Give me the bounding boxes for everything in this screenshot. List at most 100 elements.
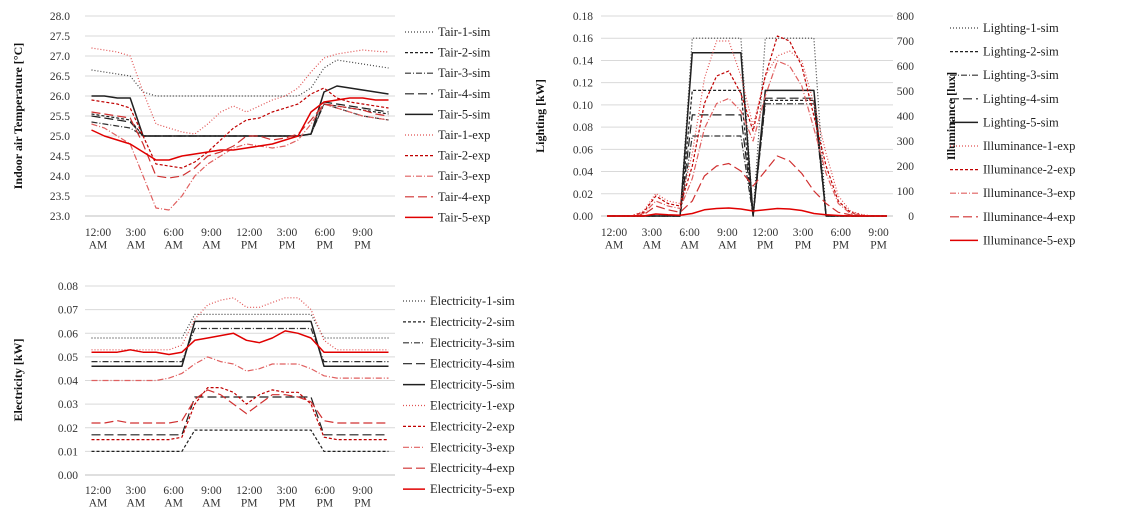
y-tick-label: 0.04 xyxy=(58,376,78,388)
legend-label: Lighting-3-sim xyxy=(983,68,1059,82)
x-tick-label: 3:00 PM xyxy=(793,227,814,252)
y-tick-label: 0.18 xyxy=(573,11,593,23)
y2-tick-label: 300 xyxy=(897,136,915,148)
y2-tick-label: 500 xyxy=(897,86,915,98)
y-tick-label: 0.04 xyxy=(573,167,593,179)
legend-label: Lighting-2-sim xyxy=(983,45,1059,59)
legend-label: Illuminance-3-exp xyxy=(983,186,1075,200)
series-line-tair-1-sim xyxy=(91,59,389,97)
x-tick-label: 6:00 PM xyxy=(315,227,336,252)
legend-label: Electricity-3-exp xyxy=(430,440,515,454)
series-line-electricity-5-exp xyxy=(91,330,389,356)
series-line-illuminance-1-exp xyxy=(607,40,887,217)
series-line-tair-5-sim xyxy=(91,85,389,137)
y2-tick-label: 200 xyxy=(897,161,915,173)
series-line-tair-3-exp xyxy=(91,103,389,211)
x-tick-label: 9:00 PM xyxy=(352,485,373,509)
legend-label: Illuminance-1-exp xyxy=(983,139,1075,153)
y-tick-label: 0.00 xyxy=(573,211,593,223)
x-tick-label: 12:00 PM xyxy=(236,227,262,252)
x-tick-label: 9:00 AM xyxy=(201,227,222,252)
y-tick-label: 23.5 xyxy=(50,191,70,203)
x-tick-label: 12:00 PM xyxy=(236,485,262,509)
legend-label: Electricity-5-exp xyxy=(430,482,515,496)
legend-label: Lighting-4-sim xyxy=(983,92,1059,106)
y2-axis-title: Illuminance [lux] xyxy=(944,72,958,160)
series-line-electricity-4-exp xyxy=(91,389,389,424)
y2-tick-label: 700 xyxy=(897,36,915,48)
series-line-lighting-2-sim xyxy=(607,89,887,217)
y-tick-label: 27.5 xyxy=(50,31,70,43)
y-tick-label: 0.01 xyxy=(58,446,78,458)
series-line-tair-4-exp xyxy=(91,103,389,179)
y-axis-title: Lighting [kW] xyxy=(533,79,547,153)
y-tick-label: 0.03 xyxy=(58,399,78,411)
series-line-lighting-4-sim xyxy=(607,97,887,217)
legend-label: Tair-5-sim xyxy=(438,107,491,121)
x-tick-label: 12:00 AM xyxy=(601,227,627,252)
y-tick-label: 0.07 xyxy=(58,305,78,317)
y-tick-label: 0.02 xyxy=(573,189,593,201)
y-tick-label: 0.10 xyxy=(573,100,593,112)
series-line-tair-2-exp xyxy=(91,87,389,169)
x-tick-label: 9:00 AM xyxy=(201,485,222,509)
y-tick-label: 24.0 xyxy=(50,171,70,183)
x-tick-label: 3:00 PM xyxy=(277,485,298,509)
series-line-electricity-2-exp xyxy=(91,387,389,441)
series-line-lighting-3-sim xyxy=(607,103,887,217)
series-line-electricity-4-sim xyxy=(91,396,389,436)
y2-tick-label: 800 xyxy=(897,11,915,23)
x-tick-label: 9:00 AM xyxy=(717,227,738,252)
y-axis-title: Electricity [kW] xyxy=(11,339,25,422)
legend-label: Tair-2-sim xyxy=(438,46,491,60)
legend-label: Electricity-5-sim xyxy=(430,378,515,392)
x-tick-label: 6:00 PM xyxy=(831,227,852,252)
y-tick-label: 0.06 xyxy=(573,144,593,156)
legend-label: Electricity-3-sim xyxy=(430,336,515,350)
series-line-electricity-3-exp xyxy=(91,356,389,382)
legend-label: Tair-1-exp xyxy=(438,128,490,142)
legend-label: Illuminance-4-exp xyxy=(983,210,1075,224)
y-tick-label: 27.0 xyxy=(50,51,70,63)
legend-label: Electricity-4-exp xyxy=(430,461,515,475)
legend-label: Lighting-5-sim xyxy=(983,115,1059,129)
x-tick-label: 6:00 AM xyxy=(679,227,700,252)
legend-label: Electricity-1-sim xyxy=(430,294,515,308)
x-tick-label: 6:00 AM xyxy=(163,485,184,509)
y-tick-label: 0.02 xyxy=(58,423,78,435)
y-tick-label: 0.16 xyxy=(573,33,593,45)
x-tick-label: 3:00 AM xyxy=(126,485,147,509)
series-line-tair-5-exp xyxy=(91,97,389,161)
y-tick-label: 24.5 xyxy=(50,151,70,163)
y-tick-label: 23.0 xyxy=(50,211,70,223)
legend-label: Lighting-1-sim xyxy=(983,21,1059,35)
legend-label: Electricity-1-exp xyxy=(430,399,515,413)
x-tick-label: 9:00 PM xyxy=(352,227,373,252)
series-line-illuminance-3-exp xyxy=(607,60,887,217)
legend-label: Tair-5-exp xyxy=(438,210,490,224)
series-line-electricity-3-sim xyxy=(91,327,389,363)
series-line-electricity-1-sim xyxy=(91,313,389,339)
y2-tick-label: 0 xyxy=(908,211,914,223)
y-tick-label: 25.5 xyxy=(50,111,70,123)
series-line-electricity-2-sim xyxy=(91,429,389,452)
y-tick-label: 0.08 xyxy=(573,122,593,134)
legend-label: Tair-3-sim xyxy=(438,66,491,80)
series-line-electricity-5-sim xyxy=(91,320,389,368)
legend-label: Illuminance-5-exp xyxy=(983,233,1075,247)
y-tick-label: 25.0 xyxy=(50,131,70,143)
y-tick-label: 0.00 xyxy=(58,470,78,482)
y-tick-label: 26.0 xyxy=(50,91,70,103)
x-tick-label: 12:00 PM xyxy=(752,227,778,252)
y-tick-label: 0.08 xyxy=(58,281,78,293)
x-tick-label: 6:00 PM xyxy=(315,485,336,509)
series-line-electricity-1-exp xyxy=(91,297,389,351)
x-tick-label: 9:00 PM xyxy=(868,227,889,252)
y-tick-label: 28.0 xyxy=(50,11,70,23)
x-tick-label: 3:00 AM xyxy=(126,227,147,252)
series-line-illuminance-5-exp xyxy=(607,207,887,217)
chart-2: 0.18 0.16 0.14 0.12 0.10 0.08 0.06 0.04 0.02 0.00… xyxy=(533,11,1075,252)
legend-label: Illuminance-2-exp xyxy=(983,163,1075,177)
y2-tick-label: 600 xyxy=(897,61,915,73)
